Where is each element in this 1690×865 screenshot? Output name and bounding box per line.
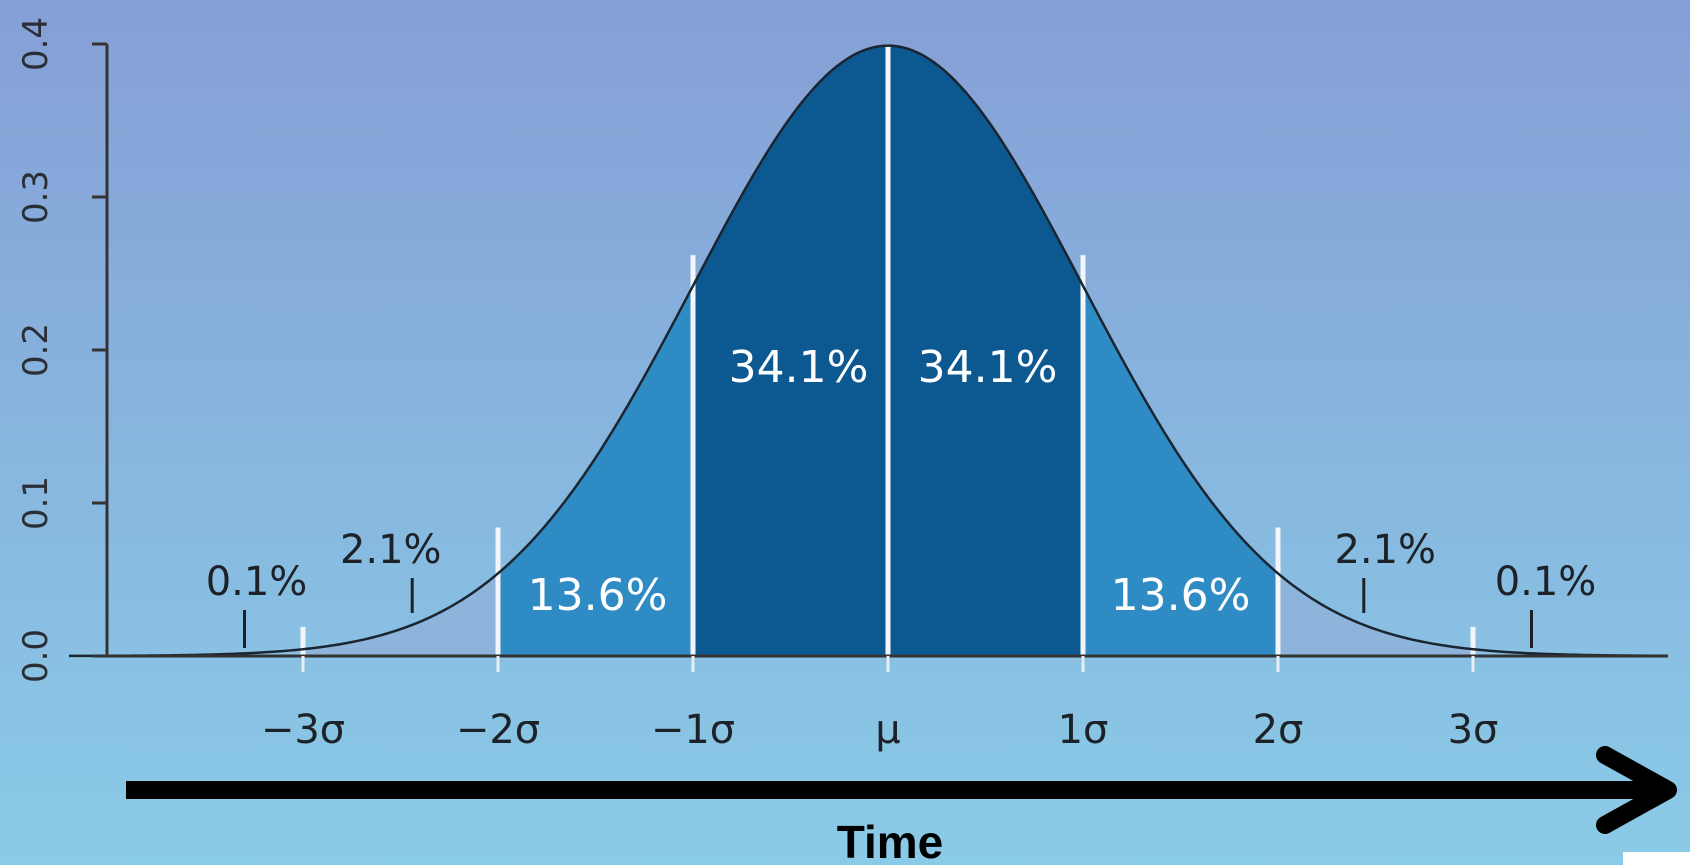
x-tick-label: −3σ [261,707,345,753]
x-tick-label: −2σ [456,707,540,753]
region-percent-label: 2.1% [340,527,442,573]
time-arrow [126,746,1677,834]
y-tick-label: 0.1 [16,476,56,530]
x-ticks: −3σ −2σ −1σ μ 1σ 2σ 3σ [261,656,1499,753]
arrow-head-icon [1596,746,1677,834]
region-1 [303,573,498,656]
x-axis-label: Time [837,816,944,865]
region-6 [1278,573,1473,656]
y-tick-label: 0.0 [16,629,56,683]
y-ticks: 0.0 0.1 0.2 0.3 0.4 [16,17,107,683]
x-tick-label: 2σ [1253,707,1304,753]
density-curve [68,44,1669,658]
region-percent-label: 2.1% [1334,527,1436,573]
tail-percent-label: 0.1% [206,559,308,605]
x-tick-label: −1σ [651,707,735,753]
x-tick-label: μ [875,707,900,753]
percent-labels: 2.1% 13.6% 34.1% 34.1% 13.6% 2.1% 0.1% 0.1% [206,342,1597,648]
x-tick-label: 1σ [1058,707,1109,753]
region-4 [888,45,1083,657]
region-3 [693,45,888,657]
y-tick-label: 0.2 [16,323,56,377]
region-percent-label: 13.6% [528,570,668,621]
region-dividers [300,45,1476,656]
region-percent-label: 13.6% [1111,570,1251,621]
y-tick-label: 0.4 [16,17,56,71]
corner-patch [1623,852,1690,865]
x-tick-label: 3σ [1448,707,1499,753]
tail-percent-label: 0.1% [1495,559,1597,605]
region-percent-label: 34.1% [918,342,1058,393]
y-tick-label: 0.3 [16,170,56,224]
region-percent-label: 34.1% [729,342,869,393]
